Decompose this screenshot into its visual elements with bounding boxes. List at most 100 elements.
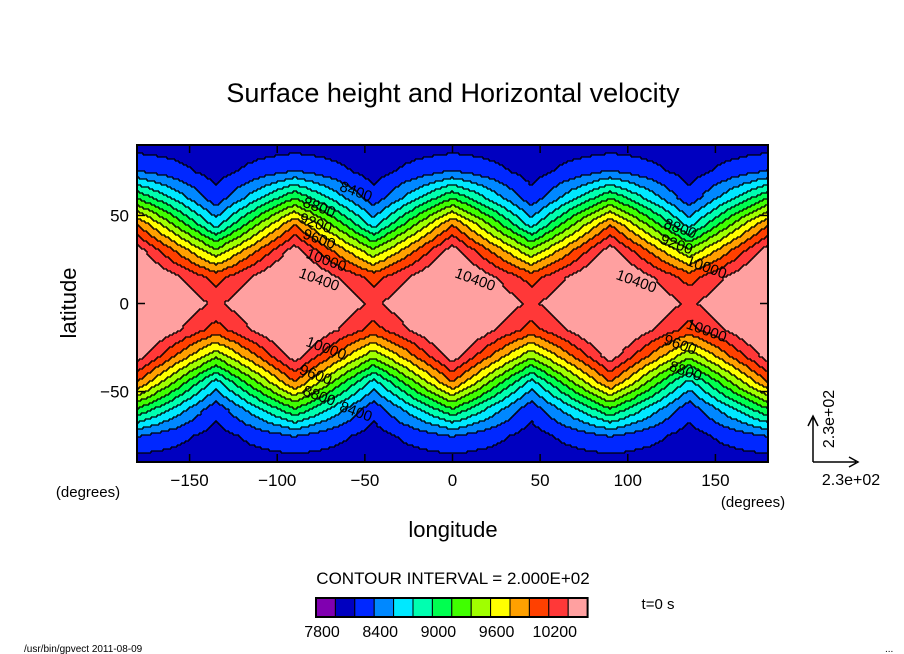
heatmap-cell	[219, 225, 231, 227]
heatmap-cell	[205, 329, 227, 331]
heatmap-cell	[639, 369, 653, 371]
heatmap-cell	[171, 383, 183, 385]
heatmap-cell	[729, 405, 745, 407]
heatmap-cell	[719, 337, 739, 339]
heatmap-cell	[199, 349, 233, 351]
heatmap-cell	[397, 395, 411, 397]
heatmap-cell	[393, 403, 409, 405]
heatmap-cell	[481, 395, 495, 397]
heatmap-cell	[493, 353, 509, 355]
heatmap-cell	[183, 401, 199, 403]
heatmap-cell	[193, 369, 207, 371]
heatmap-cell	[539, 279, 565, 281]
heatmap-cell	[725, 219, 739, 221]
heatmap-cell	[137, 377, 143, 379]
heatmap-cell	[765, 205, 768, 207]
heatmap-cell	[723, 277, 768, 279]
heatmap-cell	[249, 221, 261, 223]
heatmap-cell	[565, 367, 577, 369]
heatmap-cell	[387, 195, 405, 197]
heatmap-cell	[589, 391, 603, 393]
heatmap-cell	[207, 209, 225, 211]
heatmap-cell	[211, 381, 221, 383]
heatmap-cell	[245, 365, 259, 367]
heatmap-cell	[705, 215, 719, 217]
heatmap-cell	[431, 207, 445, 209]
heatmap-cell	[607, 247, 615, 249]
heatmap-cell	[499, 411, 517, 413]
heatmap-cell	[735, 347, 753, 349]
heatmap-cell	[187, 183, 215, 185]
heatmap-cell	[693, 239, 707, 241]
heatmap-cell	[443, 179, 463, 181]
heatmap-cell	[253, 191, 273, 193]
heatmap-cell	[259, 215, 271, 217]
heatmap-cell	[233, 255, 249, 257]
heatmap-cell	[419, 447, 487, 449]
heatmap-cell	[401, 319, 505, 321]
heatmap-cell	[137, 345, 155, 347]
heatmap-cell	[283, 253, 305, 255]
heatmap-cell	[179, 235, 191, 237]
heatmap-cell	[157, 357, 171, 359]
heatmap-cell	[359, 339, 387, 341]
heatmap-cell	[417, 215, 429, 217]
heatmap-cell	[683, 201, 695, 203]
heatmap-cell	[277, 189, 311, 191]
heatmap-cell	[505, 217, 519, 219]
heatmap-cell	[727, 379, 741, 381]
heatmap-cell	[255, 363, 269, 365]
heatmap-cell	[137, 167, 191, 169]
heatmap-cell	[453, 177, 489, 179]
heatmap-cell	[717, 321, 768, 323]
heatmap-cell	[401, 241, 415, 243]
heatmap-cell	[139, 211, 153, 213]
heatmap-cell	[641, 409, 659, 411]
heatmap-cell	[343, 247, 357, 249]
heatmap-cell	[211, 393, 221, 395]
heatmap-cell	[581, 211, 595, 213]
heatmap-cell	[503, 269, 525, 271]
heatmap-cell	[349, 397, 363, 399]
heatmap-cell	[653, 227, 665, 229]
heatmap-cell	[287, 207, 301, 209]
heatmap-cell	[643, 419, 665, 421]
heatmap-cell	[189, 379, 203, 381]
heatmap-cell	[643, 205, 659, 207]
heatmap-cell	[419, 213, 433, 215]
heatmap-cell	[367, 353, 381, 355]
heatmap-cell	[535, 335, 557, 337]
heatmap-cell	[415, 273, 489, 275]
heatmap-cell	[137, 301, 207, 303]
heatmap-cell	[675, 233, 687, 235]
heatmap-cell	[571, 217, 583, 219]
heatmap-cell	[291, 237, 299, 239]
heatmap-cell	[475, 355, 491, 357]
heatmap-cell	[319, 201, 337, 203]
heatmap-cell	[569, 201, 585, 203]
heatmap-cell	[153, 259, 171, 261]
heatmap-cell	[151, 217, 163, 219]
heatmap-cell	[627, 237, 641, 239]
heatmap-cell	[197, 383, 209, 385]
heatmap-cell	[339, 193, 359, 195]
heatmap-cell	[571, 415, 591, 417]
heatmap-cell	[257, 381, 269, 383]
heatmap-cell	[399, 217, 413, 219]
heatmap-cell	[279, 401, 311, 403]
heatmap-cell	[715, 363, 729, 365]
heatmap-cell	[477, 265, 495, 267]
heatmap-cell	[383, 369, 397, 371]
heatmap-cell	[341, 393, 355, 395]
heatmap-cell	[155, 205, 171, 207]
heatmap-cell	[631, 173, 675, 175]
heatmap-cell	[709, 313, 768, 315]
heatmap-cell	[227, 207, 243, 209]
heatmap-cell	[717, 165, 768, 167]
heatmap-cell	[737, 359, 751, 361]
heatmap-cell	[329, 383, 341, 385]
heatmap-cell	[237, 237, 251, 239]
heatmap-cell	[719, 365, 733, 367]
heatmap-cell	[721, 163, 768, 165]
heatmap-cell	[471, 261, 489, 263]
